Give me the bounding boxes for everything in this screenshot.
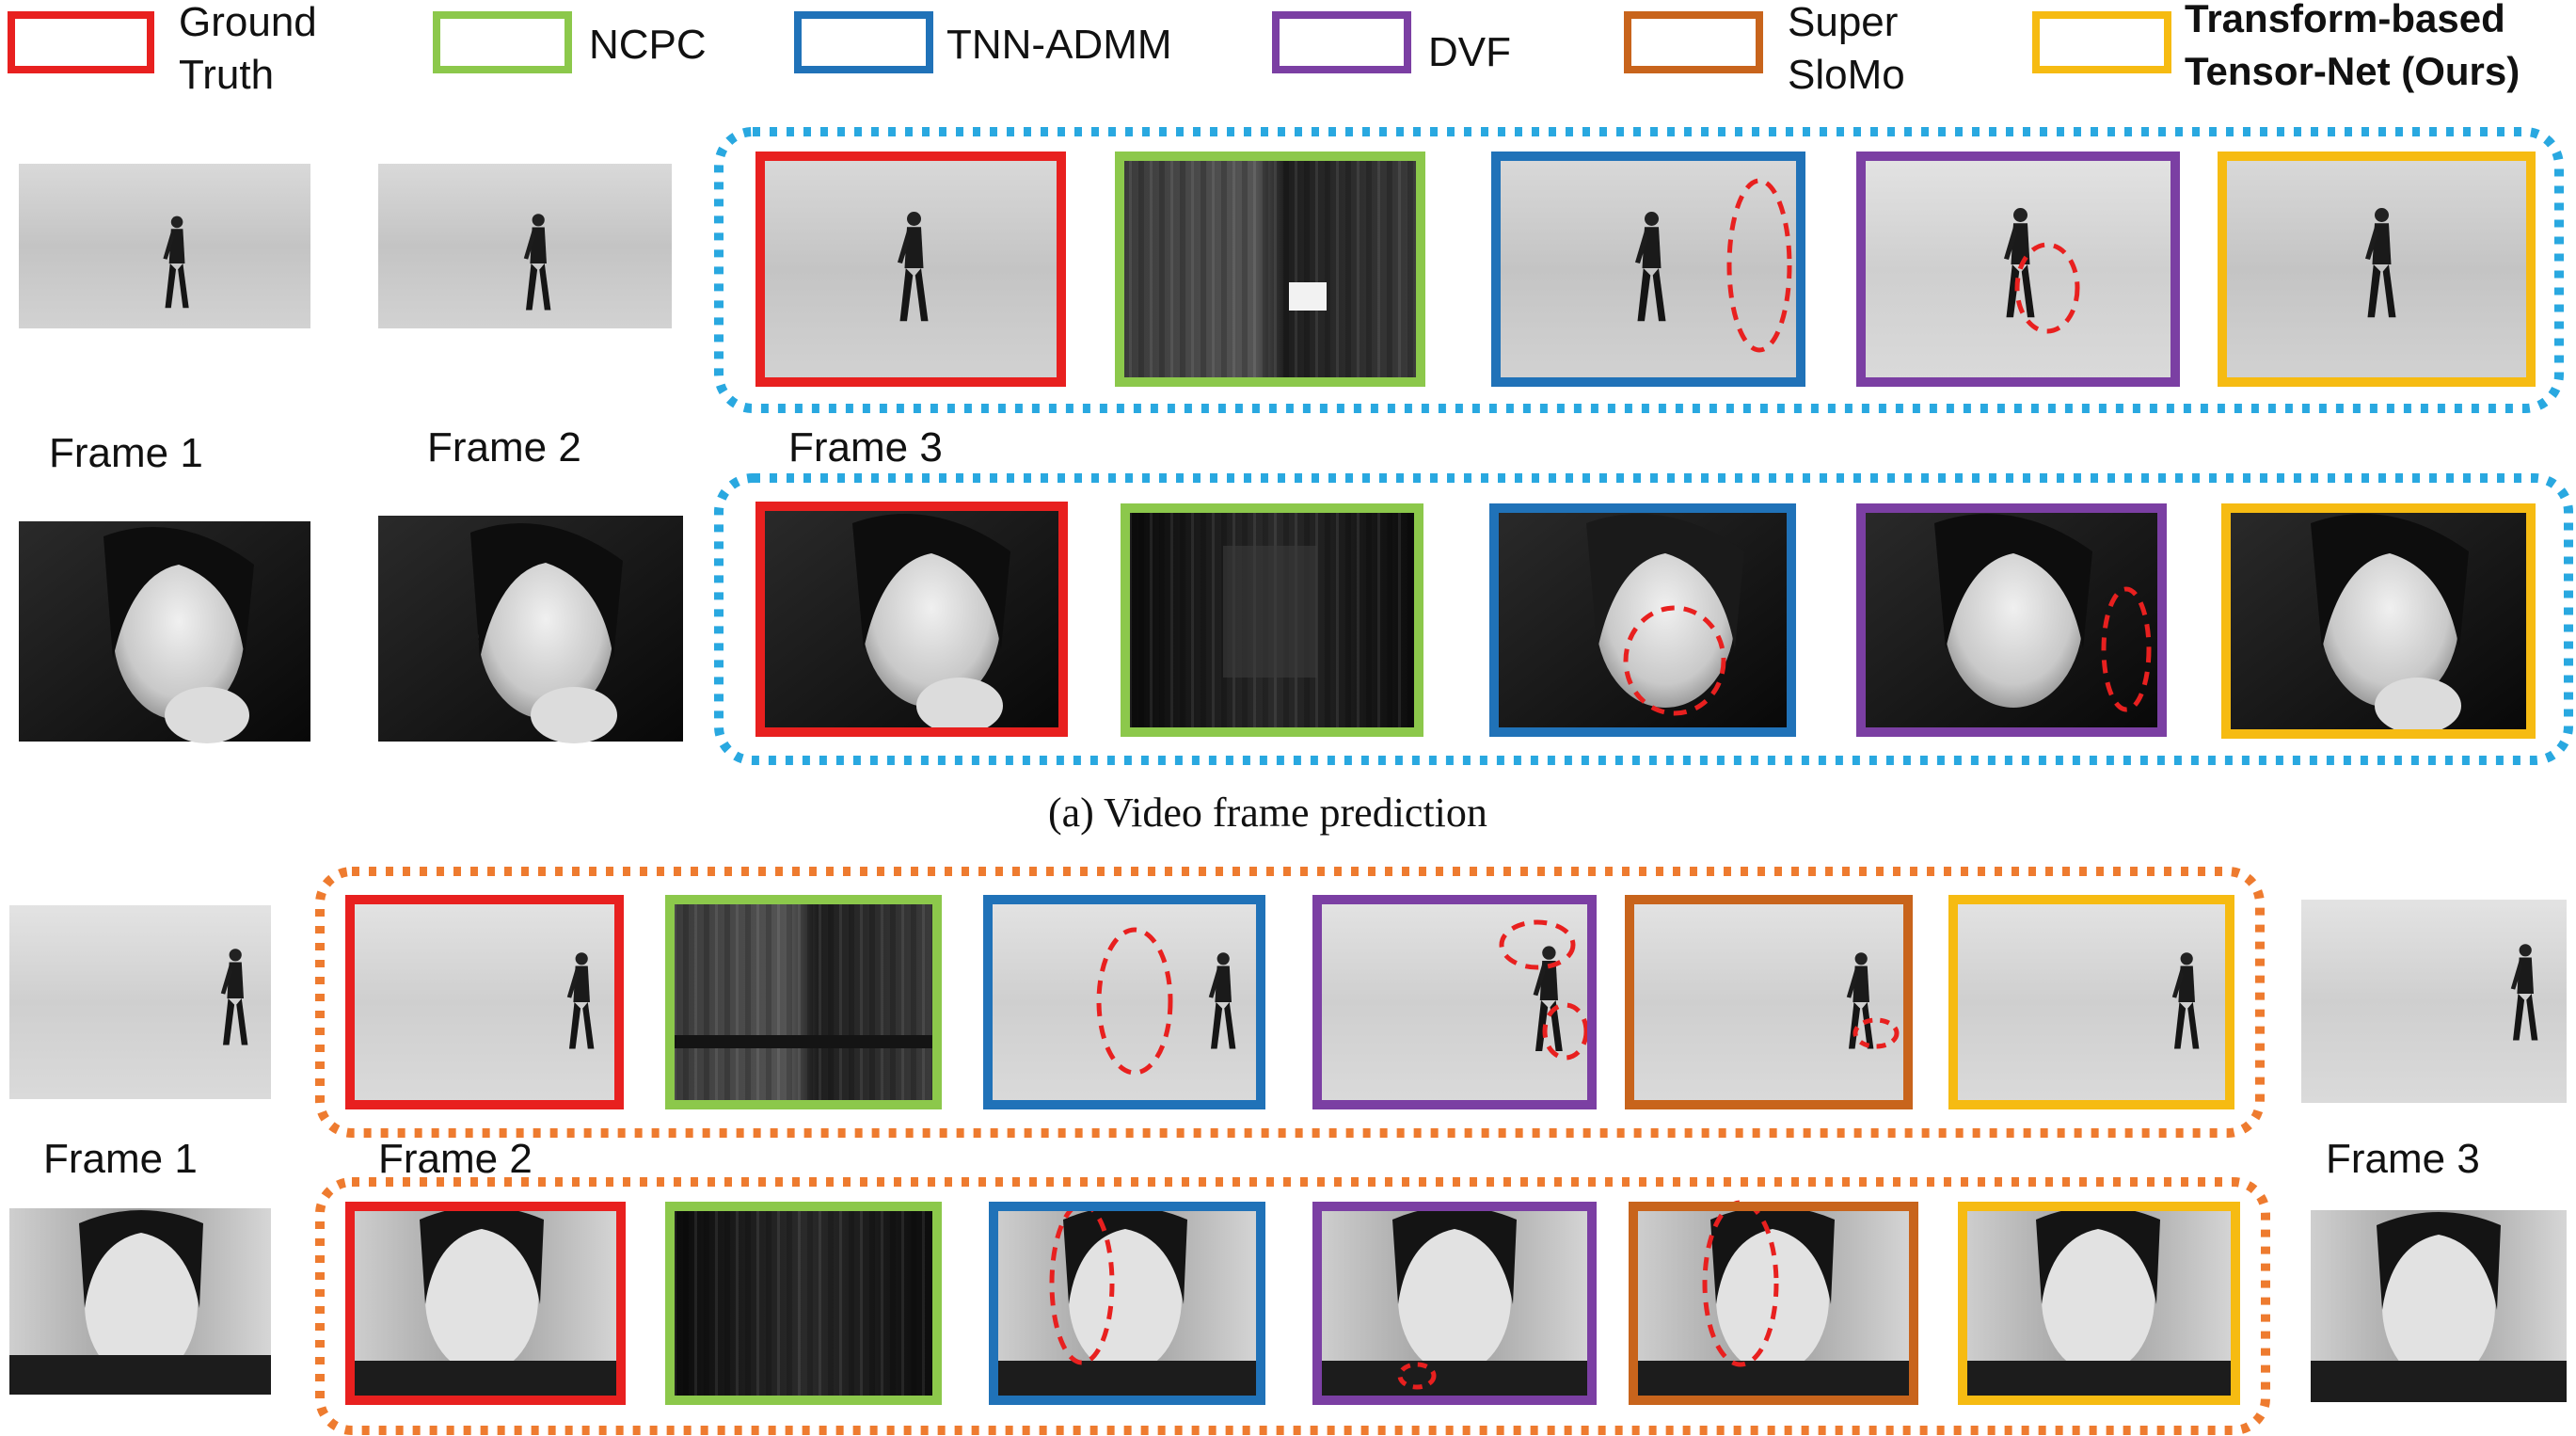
section-a-inputs-row1 [19,164,672,328]
section-b-results-row2 [345,1200,2240,1405]
input-frame-b-face-3 [2311,1210,2567,1402]
result-b1-ours [1948,895,2234,1109]
section-b-group-row2 [315,1177,2270,1435]
input-frame-walk-2 [378,164,672,328]
legend-swatch-tnn-admm [794,11,933,73]
artifact-marker [1852,1017,1900,1049]
result-b2-dvf [1312,1202,1597,1405]
result-b1-tnn-admm [983,895,1265,1109]
result-b2-ncpc [665,1202,942,1405]
result-a1-dvf [1856,152,2180,387]
frame-label-a-2: Frame 2 [427,424,581,471]
section-a-inputs-row2 [19,516,683,743]
legend-item-ground-truth: Ground Truth [8,0,317,98]
caption-a: (a) Video frame prediction [1048,790,1487,836]
section-a-results-row2 [755,502,2536,739]
result-b1-super-slomo [1625,895,1913,1109]
legend-label-ncpc: NCPC [589,22,707,68]
legend-item-ncpc: NCPC [433,11,707,73]
section-a-group-row1 [714,127,2564,413]
legend: Ground Truth NCPC TNN-ADMM DVF Super Slo… [8,0,2520,98]
result-b1-ground-truth [345,895,624,1109]
artifact-marker [1096,927,1173,1076]
result-a1-tnn-admm [1491,152,1805,387]
frame-label-b-1: Frame 1 [43,1136,198,1182]
result-b2-ground-truth [345,1202,626,1405]
legend-label-ground-truth-1: Ground [179,0,317,45]
legend-label-tnn-admm: TNN-ADMM [946,22,1172,68]
result-a2-tnn-admm [1489,503,1796,737]
result-b1-dvf [1312,895,1597,1109]
result-a2-ground-truth [755,502,1068,737]
legend-swatch-ncpc [433,11,572,73]
legend-item-dvf: DVF [1272,11,1511,75]
frame-label-a-1: Frame 1 [49,430,203,476]
legend-label-super-slomo-1: Super [1788,0,1898,45]
artifact-marker [1397,1362,1437,1390]
input-frame-face-2 [378,516,683,743]
result-b2-tnn-admm [989,1202,1265,1405]
section-b-group-row1 [315,867,2265,1138]
legend-swatch-dvf [1272,11,1411,73]
legend-label-super-slomo-2: SloMo [1788,52,1905,98]
legend-label-ours-2: Tensor-Net (Ours) [2185,49,2520,93]
input-frame-b-walk-1 [9,905,271,1099]
input-frame-b-walk-3 [2301,900,2567,1103]
artifact-marker [1542,1002,1589,1061]
result-a1-ours [2218,152,2536,387]
section-b-results-row1 [345,895,2234,1109]
result-b2-super-slomo [1629,1200,1918,1405]
artifact-marker [1726,178,1792,353]
artifact-marker [1049,1202,1115,1365]
input-frame-b-face-1 [9,1208,271,1395]
input-frame-face-1 [19,521,310,743]
section-b-inputs [9,900,2567,1402]
artifact-marker [2014,242,2080,334]
legend-item-super-slomo: Super SloMo [1624,0,1905,98]
result-a2-dvf [1856,503,2167,737]
legend-swatch-ground-truth [8,11,154,73]
result-a2-ncpc [1121,503,1423,737]
frame-label-b-3: Frame 3 [2326,1136,2480,1182]
legend-label-ours-1: Transform-based [2185,0,2505,40]
legend-swatch-super-slomo [1624,11,1763,73]
artifact-marker [1623,605,1726,716]
result-a1-ground-truth [755,152,1066,387]
legend-label-ground-truth-2: Truth [179,52,274,98]
input-frame-walk-1 [19,164,310,328]
section-a-results-row1 [755,152,2536,387]
legend-swatch-ours [2032,11,2171,73]
legend-item-ours: Transform-based Tensor-Net (Ours) [2032,0,2520,93]
frame-label-b-2: Frame 2 [378,1136,533,1182]
frame-label-a-3: Frame 3 [788,424,943,471]
result-a1-ncpc [1115,152,1425,387]
legend-label-dvf: DVF [1428,29,1511,75]
artifact-marker [2101,586,2152,712]
result-b1-ncpc [665,895,942,1109]
result-a2-ours [2221,503,2536,739]
artifact-marker [1499,919,1576,970]
artifact-marker [1702,1200,1779,1367]
result-b2-ours [1958,1202,2240,1405]
legend-item-tnn-admm: TNN-ADMM [794,11,1172,73]
